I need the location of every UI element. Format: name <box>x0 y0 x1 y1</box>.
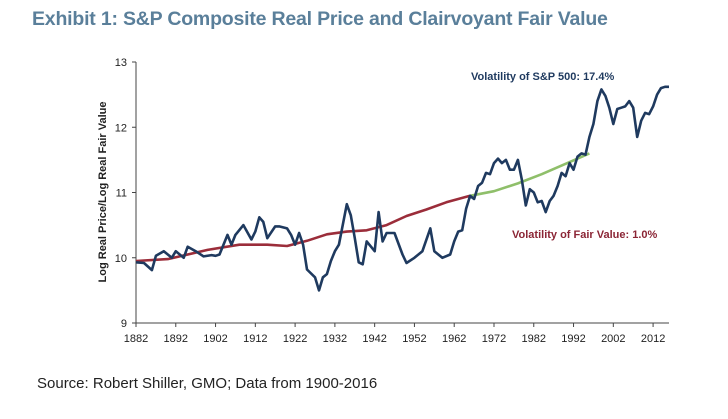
annotation-fair-value-volatility: Volatility of Fair Value: 1.0% <box>512 229 658 241</box>
x-tick-label: 2002 <box>601 333 625 345</box>
x-tick-label: 1962 <box>442 333 466 345</box>
series-lines <box>135 85 669 292</box>
x-tick-label: 2012 <box>641 333 665 345</box>
x-tick-label: 1972 <box>482 333 506 345</box>
x-tick-label: 1992 <box>561 333 585 345</box>
x-tick-label: 1912 <box>243 333 267 345</box>
chart-title: Exhibit 1: S&P Composite Real Price and … <box>32 8 608 30</box>
x-tick-label: 1932 <box>323 333 347 345</box>
fair-value-line <box>135 194 471 263</box>
annotation-price-volatility: Volatility of S&P 500: 17.4% <box>471 71 614 83</box>
y-tick-label: 9 <box>121 318 127 330</box>
y-tick-label: 10 <box>115 253 127 265</box>
y-tick-label: 11 <box>116 188 127 200</box>
axes: 9 10 11 12 13 1882 1892 1902 1912 1922 1932 1942 195… <box>115 57 669 345</box>
price-line <box>135 85 669 292</box>
x-tick-label: 1882 <box>124 333 148 345</box>
x-tick-label: 1902 <box>203 333 227 345</box>
y-tick-label: 12 <box>115 122 127 134</box>
x-tick-label: 1942 <box>362 333 386 345</box>
source-note: Source: Robert Shiller, GMO; Data from 1… <box>37 375 378 392</box>
x-tick-label: 1922 <box>283 333 307 345</box>
x-tick-label: 1952 <box>402 333 426 345</box>
x-tick-label: 1892 <box>164 333 188 345</box>
y-tick-label: 13 <box>115 57 127 69</box>
y-axis-label: Log Real Price/Log Real Fair Value <box>97 102 109 283</box>
x-tick-label: 1982 <box>522 333 546 345</box>
